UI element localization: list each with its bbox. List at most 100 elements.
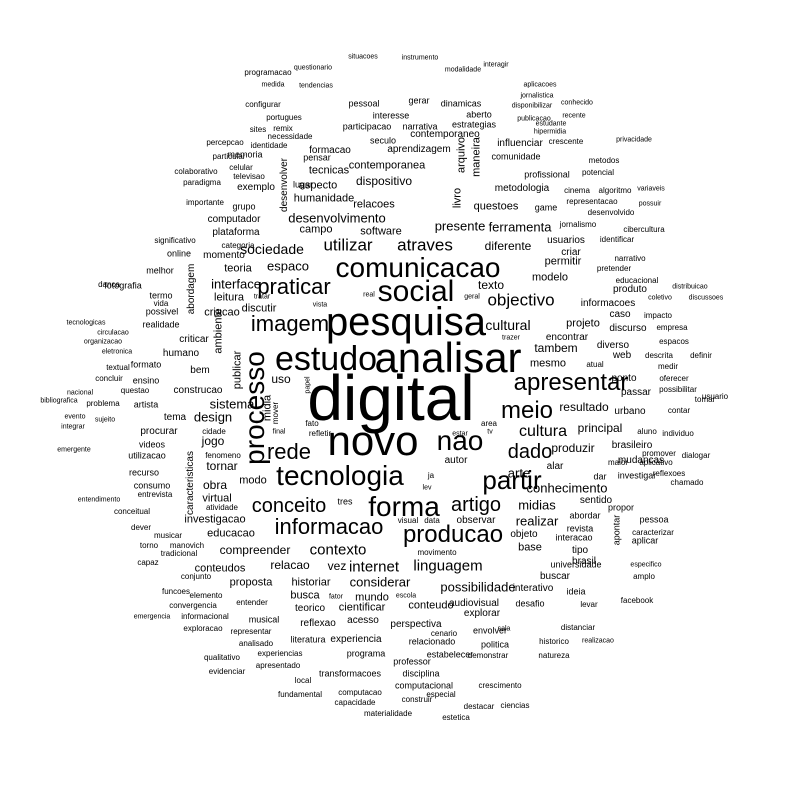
word-descrita: descrita <box>644 351 674 360</box>
word-geral: geral <box>464 293 480 301</box>
word-possivel: possivel <box>145 306 179 317</box>
word-distanciar: distanciar <box>560 623 596 632</box>
word-dever: dever <box>130 523 152 532</box>
word-escola: escola <box>395 592 417 600</box>
word-musical: musical <box>248 614 280 625</box>
word-construir: construir <box>401 695 433 704</box>
word-contar: contar <box>667 406 691 415</box>
word-computacional: computacional <box>394 680 454 691</box>
word-conteudo: conteudo <box>408 599 454 612</box>
word-importante: importante <box>186 198 224 207</box>
word-fator: fator <box>328 593 344 601</box>
word-individuo: individuo <box>662 429 694 438</box>
word-reflexoes: reflexoes <box>652 469 686 478</box>
word-professor: professor <box>393 656 431 667</box>
word-conteudos: conteudos <box>194 562 246 575</box>
word-tradicional: tradicional <box>160 549 198 558</box>
word-interagir: interagir <box>483 61 509 69</box>
word-portugues: portugues <box>266 113 302 122</box>
word-educacao: educacao <box>207 527 255 540</box>
word-cultural: cultural <box>485 317 531 333</box>
word-problema: problema <box>86 399 120 408</box>
word-artista: artista <box>133 399 159 410</box>
word-principal: principal <box>577 421 623 435</box>
word-encontrar: encontrar <box>545 332 589 343</box>
word-metodos: metodos <box>588 156 620 165</box>
word-maior: maior <box>607 458 629 467</box>
word-definir: definir <box>690 351 712 360</box>
word-livro: livro <box>451 187 464 209</box>
word-cientificar: cientificar <box>338 601 386 614</box>
word-meio: meio <box>500 397 554 424</box>
word-disponibilizar: disponibilizar <box>511 102 553 110</box>
word-manovich: manovich <box>169 541 205 550</box>
word-lugar: lugar <box>292 179 314 190</box>
word-musicar: musicar <box>153 531 183 540</box>
word-natureza: natureza <box>538 651 570 660</box>
word-investigar: investigar <box>617 470 657 481</box>
word-informacoes: informacoes <box>580 298 636 309</box>
word-atual: atual <box>586 360 604 369</box>
word-televisao: televisao <box>233 172 265 181</box>
word-algoritmo: algoritmo <box>598 186 632 195</box>
word-compreender: compreender <box>219 543 291 557</box>
word-pessoa: pessoa <box>639 514 669 525</box>
word-questao: questao <box>120 386 150 395</box>
word-vista: vista <box>312 301 328 309</box>
word-observar: observar <box>456 515 496 526</box>
word-contemporanea: contemporanea <box>348 159 426 172</box>
word-proposta: proposta <box>229 576 273 589</box>
word-pessoal: pessoal <box>348 98 380 109</box>
word-criacao: criacao <box>204 306 240 319</box>
word-remix: remix <box>273 124 293 133</box>
word-praticar: praticar <box>257 274 331 299</box>
word-cibercultura: cibercultura <box>623 225 665 234</box>
word-demonstrar: demonstrar <box>467 651 509 660</box>
word-capaz: capaz <box>137 558 159 567</box>
word-virtual: virtual <box>202 492 232 505</box>
word-novo: novo <box>327 417 419 464</box>
word-conceitual: conceitual <box>113 507 151 516</box>
word-crescente: crescente <box>548 137 584 146</box>
word-sujeito: sujeito <box>94 416 116 424</box>
word-refletir: refletir <box>308 429 332 438</box>
word-pensar: pensar <box>303 152 331 163</box>
word-caracterizar: caracterizar <box>632 528 674 537</box>
word-plataforma: plataforma <box>212 227 260 238</box>
word-nacional: nacional <box>66 389 94 397</box>
word-narrativo: narrativo <box>614 254 646 263</box>
word-linguagem: linguagem <box>413 557 483 575</box>
word-estudante: estudante <box>535 120 567 128</box>
word-identificar: identificar <box>599 235 635 244</box>
word-local: local <box>294 676 312 685</box>
word-sentido: sentido <box>579 495 613 506</box>
word-formacao: formacao <box>309 145 351 156</box>
word-relacao: relacao <box>270 558 310 572</box>
word-privacidade: privacidade <box>616 136 652 144</box>
word-textual: textual <box>106 363 130 372</box>
word-humano: humano <box>162 348 200 359</box>
word-termo: termo <box>149 290 173 301</box>
word-estabelecer: estabelecer <box>426 649 474 660</box>
word-aplicativo: aplicativo <box>639 458 673 467</box>
word-espacos: espacos <box>659 337 689 346</box>
word-investigacao: investigacao <box>184 513 246 526</box>
word-potencial: potencial <box>581 168 615 177</box>
word-instrumento: instrumento <box>401 54 439 62</box>
word-nao: nao <box>436 425 484 456</box>
word-conhecido: conhecido <box>561 99 593 107</box>
word-consumo: consumo <box>133 480 171 491</box>
word-base: base <box>518 541 542 554</box>
word-sites: sites <box>249 125 267 134</box>
word-circulacao: circulacao <box>97 329 129 337</box>
word-tv: tv <box>487 428 493 436</box>
word-abordar: abordar <box>569 510 601 521</box>
word-promover: promover <box>642 449 676 458</box>
word-aplicar: aplicar <box>631 535 659 546</box>
word-tecnologicas: tecnologicas <box>66 319 106 327</box>
word-acesso: acesso <box>347 615 379 626</box>
word-interesse: interesse <box>372 110 410 121</box>
word-desenvolvido: desenvolvido <box>587 208 635 217</box>
word-programacao: programacao <box>244 68 292 77</box>
word-representar: representar <box>230 627 272 636</box>
